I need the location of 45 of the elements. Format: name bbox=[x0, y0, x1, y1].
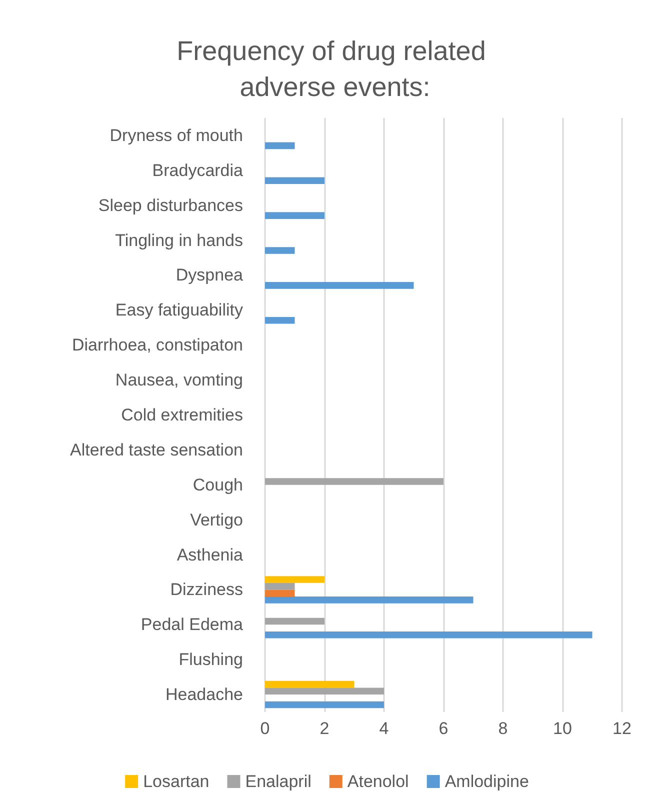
bar bbox=[265, 590, 295, 597]
bar bbox=[265, 177, 324, 184]
y-tick-label: Pedal Edema bbox=[140, 615, 244, 634]
bar bbox=[265, 618, 324, 625]
x-tick-label: 6 bbox=[438, 719, 448, 738]
y-tick-label: Cold extremities bbox=[121, 406, 243, 424]
bar bbox=[265, 478, 444, 485]
bar bbox=[265, 680, 354, 688]
y-tick-label: Easy fatiguability bbox=[115, 300, 244, 320]
y-tick-label: Cough bbox=[192, 475, 243, 494]
x-tick-label: 2 bbox=[320, 719, 330, 738]
bar bbox=[265, 316, 295, 324]
chart-title: Frequency of drug related adverse events: bbox=[176, 36, 494, 102]
bar bbox=[265, 212, 324, 219]
legend-label: Losartan bbox=[143, 772, 210, 791]
bar bbox=[265, 596, 474, 604]
y-tick-label: Dizziness bbox=[170, 580, 243, 600]
y-tick-label: Flushing bbox=[178, 650, 243, 670]
legend-label: Enalapril bbox=[245, 772, 312, 791]
bar bbox=[265, 247, 295, 254]
x-tick-label: 0 bbox=[260, 719, 270, 738]
bar bbox=[265, 582, 295, 590]
y-tick-label: Nausea, vomting bbox=[115, 370, 243, 390]
y-tick-label: Bradycardia bbox=[152, 160, 244, 180]
y-tick-label: Dyspnea bbox=[176, 266, 244, 285]
y-tick-label: Vertigo bbox=[190, 510, 243, 530]
y-tick-label: Asthenia bbox=[176, 545, 244, 564]
legend-label: Amlodipine bbox=[444, 772, 529, 791]
bar bbox=[265, 282, 414, 289]
bar bbox=[265, 688, 384, 695]
x-tick-label: 8 bbox=[498, 719, 508, 738]
y-tick-label: Altered taste sensation bbox=[70, 440, 243, 460]
x-tick-label: 12 bbox=[612, 719, 632, 738]
x-tick-label: 10 bbox=[553, 719, 572, 738]
y-tick-label: Tingling in hands bbox=[115, 230, 243, 250]
y-tick-label: Headache bbox=[165, 685, 243, 704]
legend-label: Atenolol bbox=[347, 772, 409, 791]
bar bbox=[265, 142, 295, 150]
bar bbox=[265, 631, 592, 638]
bar bbox=[265, 576, 324, 583]
bar bbox=[265, 701, 384, 708]
x-tick-label: 4 bbox=[379, 719, 389, 738]
y-tick-label: Dryness of mouth bbox=[110, 126, 243, 145]
y-tick-label: Sleep disturbances bbox=[98, 196, 243, 215]
y-tick-label: Diarrhoea, constipaton bbox=[72, 336, 243, 355]
